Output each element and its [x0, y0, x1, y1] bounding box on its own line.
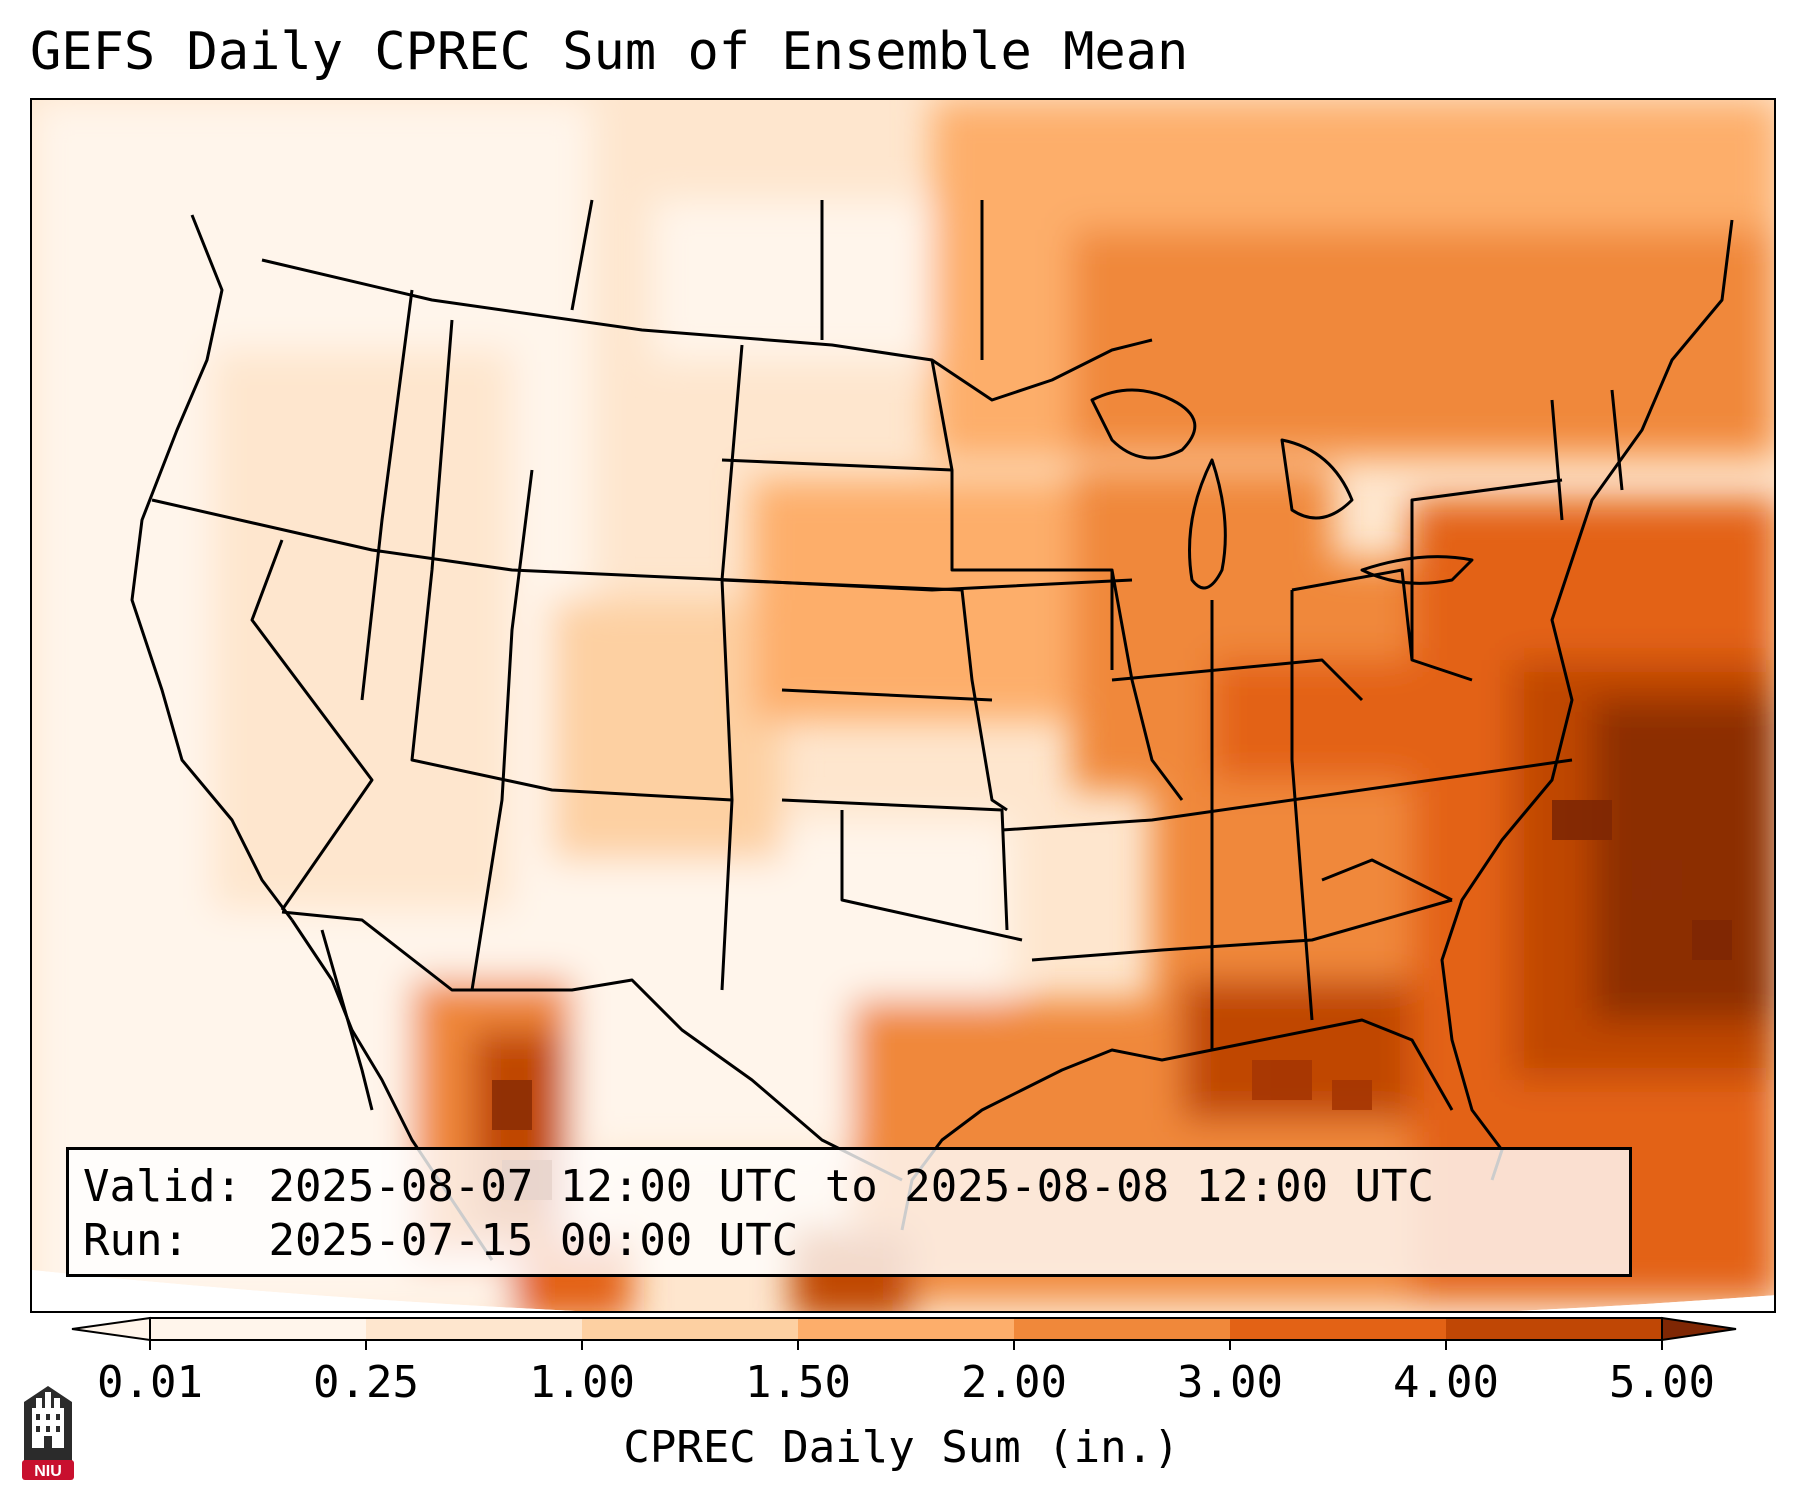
valid-run-info: Valid: 2025-08-07 12:00 UTC to 2025-08-0…: [66, 1147, 1632, 1277]
colorbar-segment: [582, 1318, 798, 1340]
precip-map[interactable]: [32, 100, 1776, 1313]
map-title: GEFS Daily CPREC Sum of Ensemble Mean: [30, 22, 1189, 82]
colorbar-segment: [798, 1318, 1014, 1340]
colorbar-tick-label: 0.25: [313, 1357, 419, 1408]
colorbar-segment: [366, 1318, 582, 1340]
colorbar-segment: [1230, 1318, 1446, 1340]
colorbar-tick-label: 3.00: [1177, 1357, 1283, 1408]
niu-logo: NIU: [22, 1386, 74, 1480]
colorbar-under-extend: [71, 1316, 151, 1342]
logo-text: NIU: [34, 1463, 62, 1480]
precip-field: [32, 100, 1774, 1311]
run-value: 2025-07-15 00:00 UTC: [268, 1215, 799, 1266]
domain-edge: [32, 1270, 1774, 1311]
valid-value: 2025-08-07 12:00 UTC to 2025-08-08 12:00…: [268, 1161, 1435, 1212]
map-panel[interactable]: [30, 98, 1776, 1313]
colorbar-segment: [1446, 1318, 1662, 1340]
colorbar-segment: [1014, 1318, 1230, 1340]
colorbar-ticks: [149, 1340, 1663, 1350]
run-label: Run:: [83, 1215, 189, 1266]
colorbar-tick-label: 4.00: [1393, 1357, 1499, 1408]
valid-label: Valid:: [83, 1161, 242, 1212]
colorbar-outline: [149, 1317, 1663, 1341]
colorbar-tick-label: 0.01: [97, 1357, 203, 1408]
colorbar-tick-label: 1.50: [745, 1357, 851, 1408]
colorbar-over-extend: [1661, 1316, 1737, 1342]
colorbar-tick-label: 1.00: [529, 1357, 635, 1408]
colorbar-segment: [150, 1318, 366, 1340]
colorbar-tick-label: 5.00: [1609, 1357, 1715, 1408]
map-borders: [130, 199, 1734, 1261]
colorbar-segments: [71, 1316, 1737, 1342]
colorbar-tick-label: 2.00: [961, 1357, 1067, 1408]
colorbar-label: CPREC Daily Sum (in.): [623, 1422, 1180, 1473]
